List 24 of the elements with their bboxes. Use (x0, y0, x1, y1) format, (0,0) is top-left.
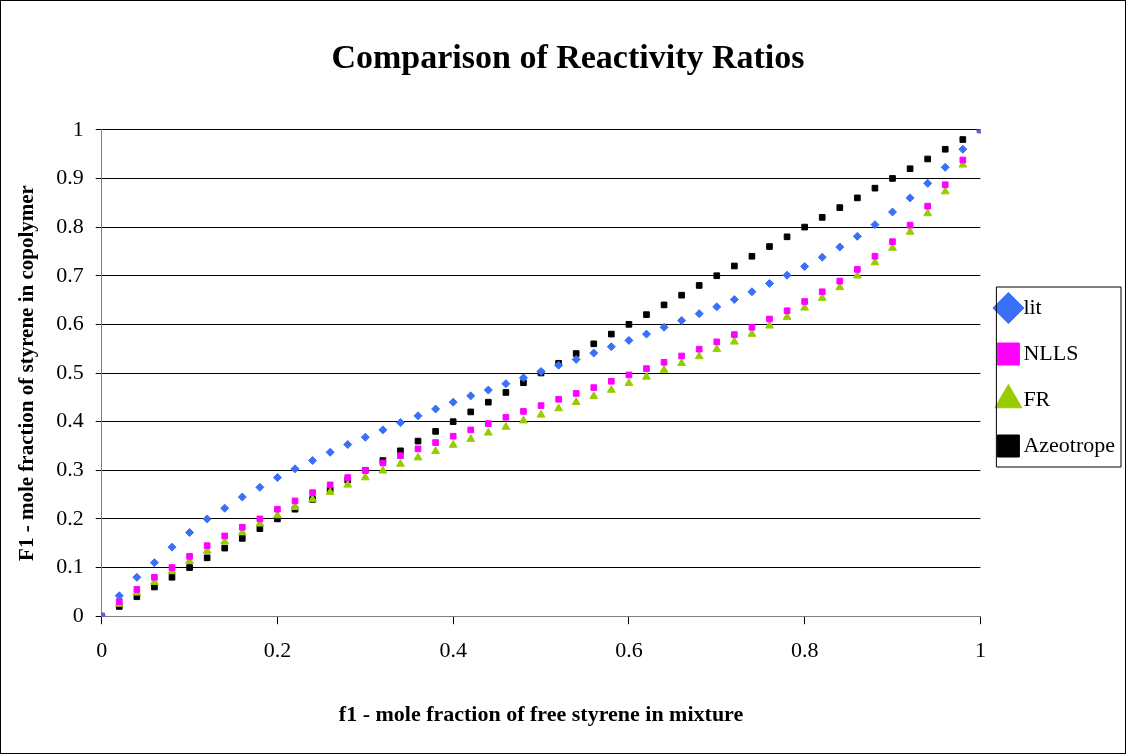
legend-label: lit (1023, 293, 1042, 319)
y-tick-label: 0.2 (56, 504, 84, 530)
y-tick-label: 0.3 (56, 456, 84, 482)
y-tick-label: 1 (72, 115, 84, 141)
x-tick-label: 0.4 (439, 637, 467, 663)
legend-label: FR (1023, 385, 1051, 411)
y-tick-label: 0.7 (56, 261, 84, 287)
y-tick-label: 0.1 (56, 553, 84, 579)
y-tick-label: 0.6 (56, 310, 84, 336)
y-tick-label: 0.8 (56, 212, 84, 238)
x-tick-label: 0.6 (615, 637, 643, 663)
y-tick-label: 0.4 (56, 407, 84, 433)
x-tick-label: 0.2 (263, 637, 292, 663)
y-axis-title: F1 - mole fraction of styrene in copolymer (14, 185, 39, 561)
x-tick-label: 0 (96, 637, 108, 663)
y-tick-label: 0.9 (56, 164, 84, 190)
legend-label: Azeotrope (1023, 431, 1115, 457)
x-axis-title: f1 - mole fraction of free styrene in mixture (338, 701, 744, 727)
y-tick-label: 0 (72, 601, 84, 627)
x-tick-label: 0.8 (790, 637, 819, 663)
x-tick-label: 1 (974, 637, 986, 663)
legend-label: NLLS (1023, 339, 1079, 365)
y-tick-label: 0.5 (56, 358, 84, 384)
chart-title: Comparison of Reactivity Ratios (331, 38, 805, 76)
